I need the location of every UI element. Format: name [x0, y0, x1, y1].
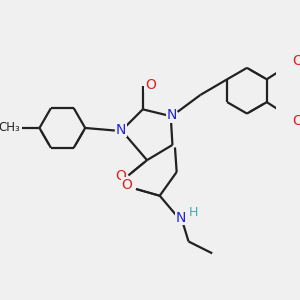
Text: N: N: [116, 123, 126, 137]
Text: O: O: [292, 114, 300, 128]
Text: H: H: [189, 206, 198, 219]
Text: O: O: [292, 54, 300, 68]
Text: O: O: [145, 78, 156, 92]
Text: O: O: [115, 169, 126, 183]
Text: O: O: [121, 178, 132, 192]
Text: N: N: [176, 211, 186, 225]
Text: CH₃: CH₃: [0, 122, 20, 134]
Text: N: N: [167, 108, 177, 122]
